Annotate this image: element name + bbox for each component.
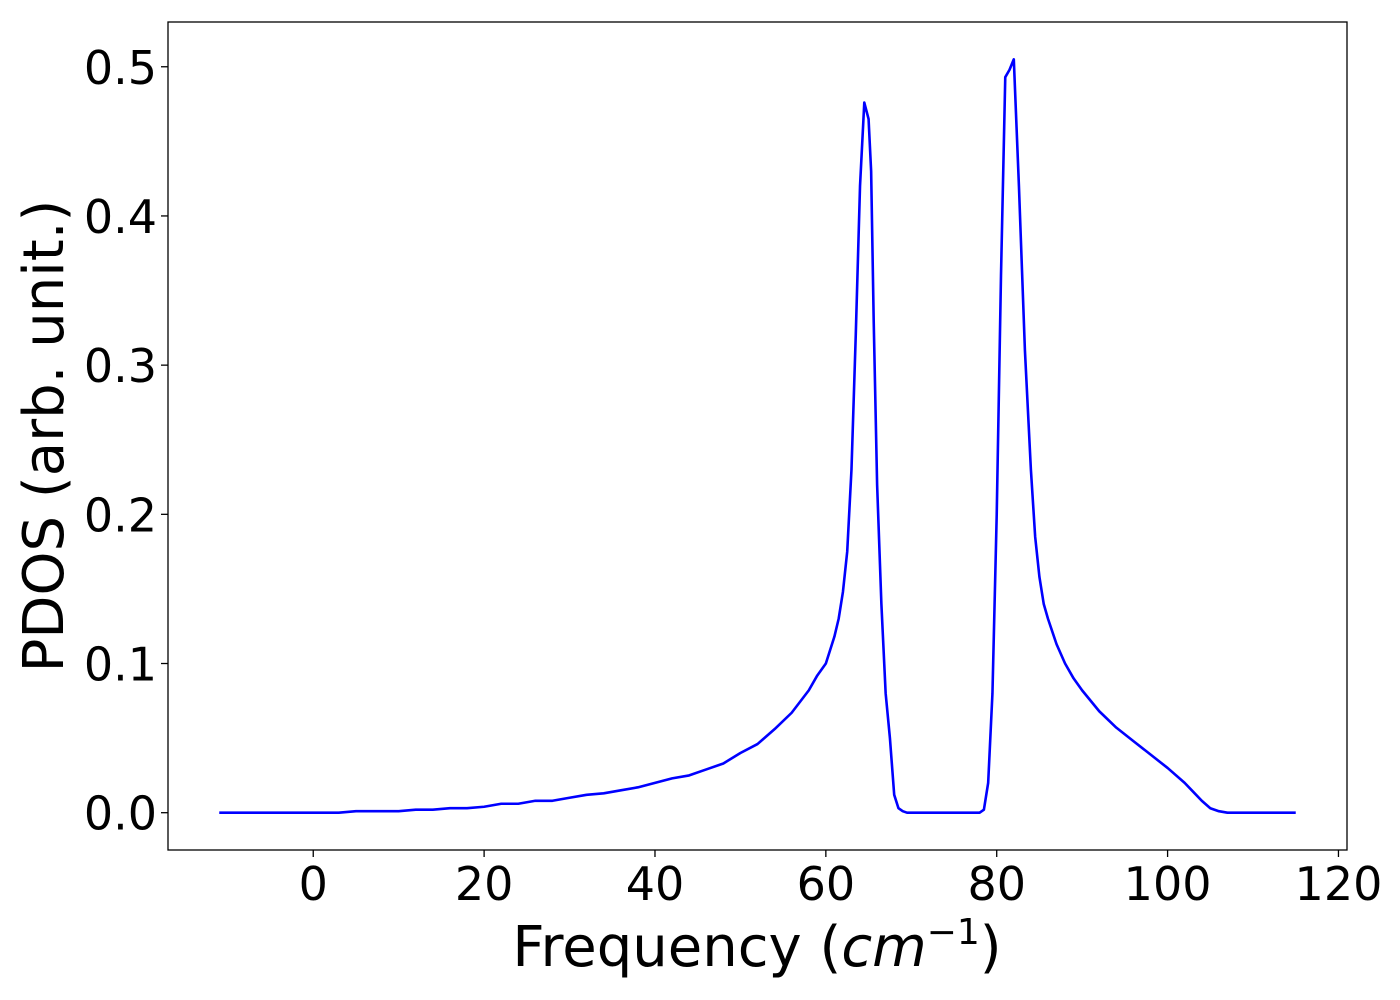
x-tick-label: 0 xyxy=(299,857,328,911)
series-line-0 xyxy=(219,58,1296,814)
x-tick-label: 120 xyxy=(1295,857,1383,911)
x-tick-label: 100 xyxy=(1124,857,1212,911)
y-tick-label: 0.0 xyxy=(84,787,157,841)
y-tick-label: 0.5 xyxy=(84,41,157,95)
y-axis-label: PDOS (arb. unit.) xyxy=(12,200,77,673)
plot-area xyxy=(168,22,1347,850)
x-axis: 0 20 40 60 80 100 120 xyxy=(299,850,1383,911)
x-tick-label: 60 xyxy=(797,857,856,911)
y-tick-label: 0.2 xyxy=(84,488,157,542)
series-layer xyxy=(219,58,1296,814)
x-tick-label: 80 xyxy=(967,857,1026,911)
x-tick-label: 20 xyxy=(455,857,514,911)
y-tick-label: 0.1 xyxy=(84,638,157,692)
y-axis: 0.0 0.1 0.2 0.3 0.4 0.5 xyxy=(84,41,168,841)
y-tick-label: 0.4 xyxy=(84,190,157,244)
y-tick-label: 0.3 xyxy=(84,339,157,393)
x-tick-label: 40 xyxy=(626,857,685,911)
plot-frame xyxy=(167,21,1348,851)
x-axis-label: Frequency (cm−1) xyxy=(512,912,1001,980)
